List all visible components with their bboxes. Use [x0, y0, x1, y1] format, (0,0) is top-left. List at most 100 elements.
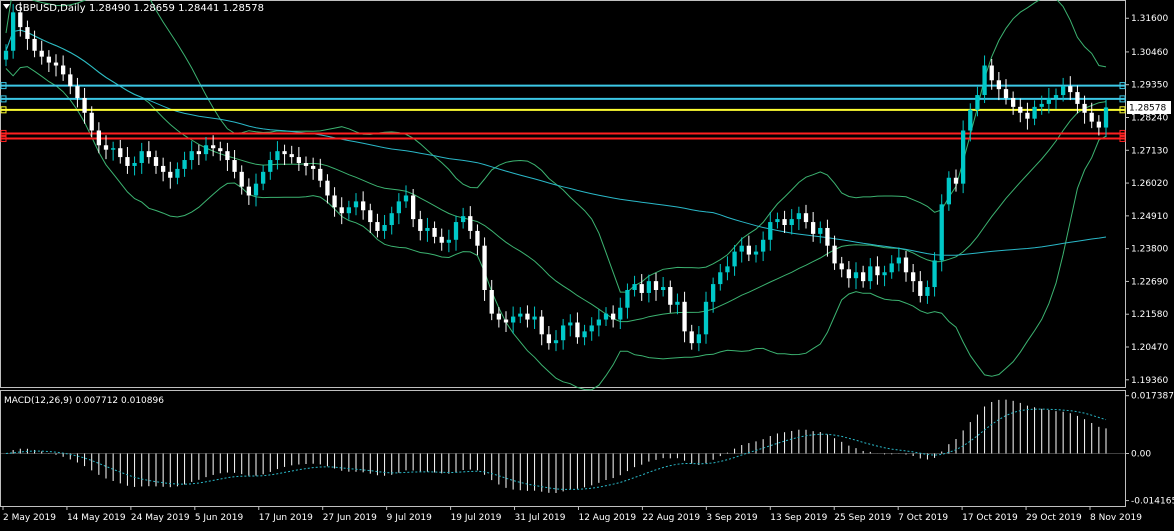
candle-bull — [403, 195, 409, 202]
candle-bear — [289, 154, 294, 158]
candle-bear — [653, 281, 659, 290]
line-handle-left[interactable] — [0, 106, 7, 114]
candle-bear — [482, 245, 487, 290]
candle-bear — [911, 272, 916, 282]
line-handle-left[interactable] — [0, 129, 7, 137]
candle-bear — [861, 272, 866, 282]
candle-bear — [782, 219, 787, 226]
price-axis: 1.31600 1.30460 1.29350 1.28240 1.27130 1.260… — [1125, 14, 1168, 386]
candle-bear — [918, 281, 923, 296]
candle-bear — [953, 177, 959, 184]
line-handle-left[interactable] — [0, 134, 7, 142]
candle-bear — [468, 216, 473, 231]
candle-bear — [1089, 112, 1094, 122]
time-tick-label: 17 Jun 2019 — [259, 513, 313, 523]
candle-bull — [1046, 98, 1051, 104]
candle-bear — [46, 56, 51, 63]
candle-bull — [1061, 86, 1066, 96]
price-tick-label: 1.27130 — [1131, 146, 1168, 156]
candle-bear — [196, 151, 201, 155]
candle-bear — [125, 157, 130, 166]
candle-bear — [61, 65, 66, 75]
candle-bull — [268, 160, 273, 172]
price-tick-label: 1.19360 — [1131, 376, 1168, 386]
candle-bear — [803, 213, 809, 223]
candle-bull — [175, 168, 180, 178]
candle-bear — [1003, 89, 1009, 98]
candle-bear — [1096, 121, 1101, 128]
candle-bull — [768, 222, 773, 240]
macd-signal-line — [5, 408, 1107, 490]
candle-bear — [75, 86, 80, 98]
time-tick-label: 3 Sep 2019 — [706, 513, 758, 523]
moving-average — [5, 29, 1107, 256]
candle-bull — [925, 287, 930, 296]
candle-bull — [932, 260, 937, 288]
candle-bull — [1103, 107, 1109, 128]
candle-bull — [596, 319, 601, 326]
candle-bear — [118, 148, 123, 158]
candle-bull — [11, 12, 16, 51]
candle-bull — [696, 334, 701, 344]
candle-bull — [761, 239, 766, 252]
candle-bear — [432, 227, 437, 237]
time-tick-label: 24 May 2019 — [131, 513, 190, 523]
candle-bear — [503, 319, 509, 323]
candle-bear — [846, 269, 851, 279]
candle-bear — [989, 65, 994, 81]
candle-bear — [575, 322, 580, 338]
candle-bull — [511, 316, 516, 323]
line-handle-right[interactable] — [1119, 129, 1126, 137]
line-handle-right[interactable] — [1119, 82, 1126, 90]
candle-bull — [796, 213, 801, 220]
candle-bull — [739, 245, 744, 252]
bollinger-lower-line — [5, 66, 1107, 391]
time-tick-label: 12 Aug 2019 — [578, 513, 636, 523]
candle-bull — [353, 201, 359, 208]
candle-bull — [446, 239, 451, 243]
candle-bull — [346, 207, 351, 214]
macd-tick-label: -0.014165 — [1131, 497, 1174, 507]
candle-bear — [361, 201, 366, 211]
candle-bull — [896, 257, 901, 264]
candle-bull — [532, 316, 537, 320]
candle-bull — [553, 340, 559, 344]
candle-bear — [239, 171, 244, 187]
candle-bull — [789, 219, 794, 226]
candle-bear — [903, 257, 909, 273]
candle-bear — [318, 168, 323, 181]
line-handle-right[interactable] — [1119, 95, 1126, 103]
horizontal-levels[interactable] — [0, 82, 1126, 142]
price-tick-label: 1.26020 — [1131, 179, 1168, 189]
candle-bear — [339, 207, 344, 214]
line-handle-right[interactable] — [1119, 106, 1126, 114]
candle-bear — [668, 287, 673, 305]
candle-bull — [561, 325, 566, 341]
ohlc-values: 1.28490 1.28659 1.28441 1.28578 — [89, 3, 264, 14]
candle-bear — [282, 151, 287, 155]
time-tick-label: 25 Sep 2019 — [834, 513, 891, 523]
candle-bull — [111, 148, 116, 150]
candle-bear — [496, 313, 501, 320]
candle-bear — [96, 130, 101, 146]
candle-bear — [996, 80, 1001, 90]
time-tick-label: 14 May 2019 — [67, 513, 126, 523]
time-axis: 2 May 2019 14 May 2019 24 May 2019 5 Jun 20… — [2, 506, 1142, 523]
line-handle-left[interactable] — [0, 95, 7, 103]
candle-bear — [1011, 98, 1016, 107]
time-tick-label: 17 Oct 2019 — [962, 513, 1018, 523]
line-handle-left[interactable] — [0, 82, 7, 90]
candle-bear — [411, 195, 416, 220]
chart-menu-icon[interactable] — [3, 4, 10, 9]
candle-bull — [889, 263, 894, 273]
candle-bear — [89, 112, 94, 131]
candle-bull — [568, 322, 573, 326]
line-handle-right[interactable] — [1119, 134, 1126, 142]
candle-bear — [296, 157, 301, 163]
time-tick-label: 31 Jul 2019 — [515, 513, 566, 523]
candle-bear — [746, 245, 751, 255]
price-tick-label: 1.20470 — [1131, 343, 1168, 353]
candle-bull — [939, 204, 944, 261]
